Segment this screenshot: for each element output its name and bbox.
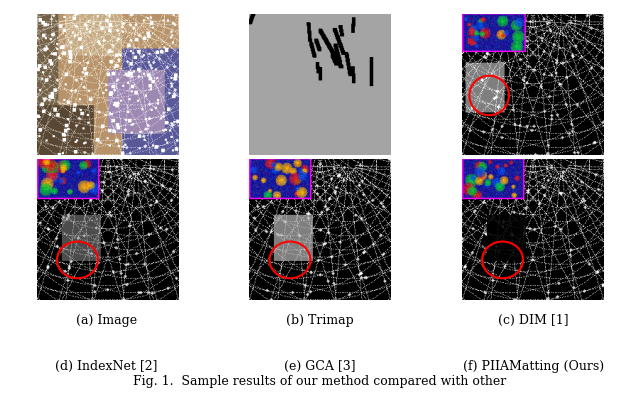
Text: (d) IndexNet [2]: (d) IndexNet [2]	[56, 360, 158, 373]
Text: (a) Image: (a) Image	[76, 314, 137, 327]
Text: (b) Trimap: (b) Trimap	[286, 314, 354, 327]
Text: Fig. 1.  Sample results of our method compared with other: Fig. 1. Sample results of our method com…	[133, 375, 507, 388]
Text: (e) GCA [3]: (e) GCA [3]	[284, 360, 356, 373]
Text: (c) DIM [1]: (c) DIM [1]	[498, 314, 569, 327]
Text: (f) PIIAMatting (Ours): (f) PIIAMatting (Ours)	[463, 360, 604, 373]
